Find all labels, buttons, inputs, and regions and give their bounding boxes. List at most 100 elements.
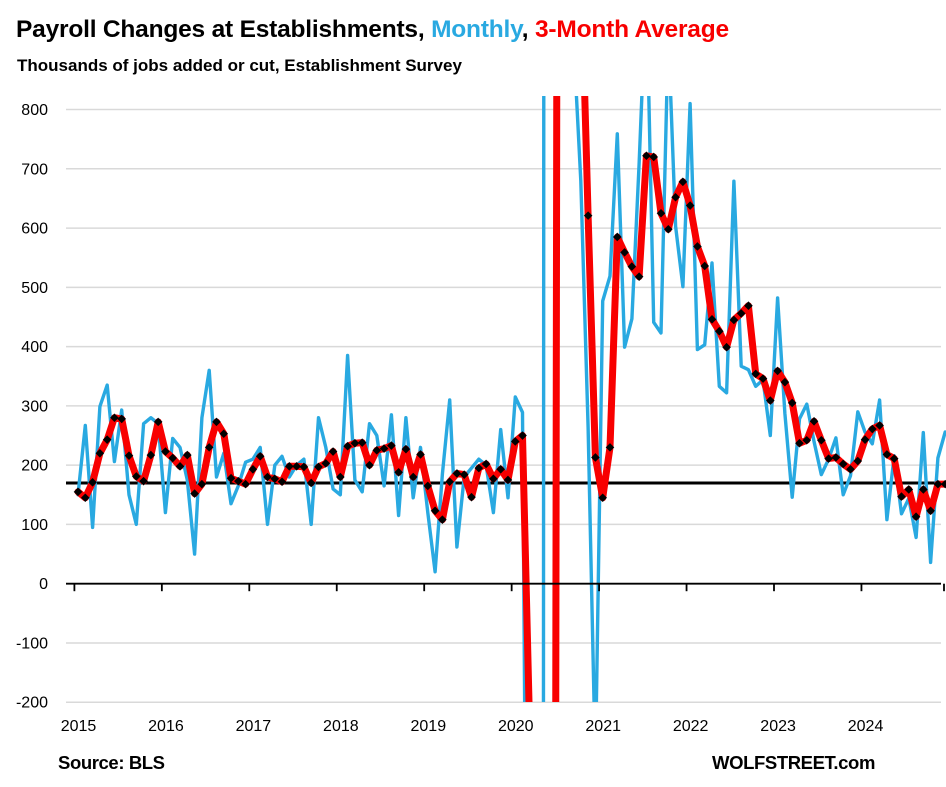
avg-marker <box>336 472 345 482</box>
avg-marker <box>809 416 819 426</box>
y-tick-label-600: 600 <box>21 221 48 238</box>
avg-marker <box>729 315 739 325</box>
avg-marker <box>292 462 301 471</box>
avg-marker <box>583 211 593 220</box>
avg-marker <box>605 443 615 452</box>
avg-marker <box>408 472 418 482</box>
avg-marker <box>824 454 833 463</box>
avg-marker <box>255 451 265 461</box>
avg-marker <box>153 417 163 427</box>
avg-marker <box>372 446 382 455</box>
avg-marker <box>736 309 746 318</box>
avg-marker <box>634 272 644 281</box>
avg-marker <box>510 437 520 446</box>
x-axis <box>66 582 945 592</box>
avg-marker <box>328 447 338 456</box>
three-month-average-line <box>74 96 946 702</box>
avg-marker <box>671 192 680 202</box>
title-main: Payroll Changes at Establishments, <box>16 16 432 43</box>
avg-marker <box>270 474 280 484</box>
avg-marker <box>518 431 527 440</box>
avg-marker <box>219 429 229 439</box>
avg-marker <box>919 485 928 494</box>
gridlines <box>66 108 941 703</box>
avg-marker <box>95 449 105 458</box>
title-monthly-series-label: Monthly <box>431 16 522 43</box>
avg-marker <box>933 479 943 489</box>
avg-marker <box>212 417 221 427</box>
avg-marker <box>889 454 899 463</box>
avg-marker <box>598 493 607 503</box>
avg-marker <box>139 476 148 486</box>
y-tick-label-300: 300 <box>21 398 48 415</box>
avg-marker <box>365 460 374 470</box>
x-tick-label-2015: 2015 <box>61 718 97 735</box>
avg-marker <box>430 506 440 516</box>
avg-marker <box>306 478 316 488</box>
avg-marker <box>860 435 870 444</box>
y-axis-labels: 800 700 600 500 400 300 200 100 0 -100 -200 <box>16 102 48 712</box>
x-tick-label-2018: 2018 <box>323 718 359 735</box>
avg-marker <box>882 450 892 459</box>
monthly-series-line <box>76 96 946 702</box>
y-tick-label-400: 400 <box>21 339 48 356</box>
avg-marker <box>831 453 841 462</box>
avg-marker <box>496 465 505 474</box>
avg-marker <box>124 451 134 460</box>
avg-marker <box>241 479 250 489</box>
avg-marker <box>868 424 877 434</box>
avg-marker <box>663 224 673 234</box>
page-title: Payroll Changes at Establishments, Month… <box>16 16 729 44</box>
avg-marker <box>612 232 622 242</box>
avg-marker <box>773 366 782 376</box>
avg-marker <box>88 478 97 487</box>
avg-marker <box>853 456 863 466</box>
avg-marker <box>146 450 156 460</box>
y-tick-label-500: 500 <box>21 280 48 297</box>
site-branding: WOLFSTREET.com <box>712 752 875 773</box>
avg-marker <box>481 459 491 469</box>
avg-marker <box>875 421 884 430</box>
avg-marker <box>715 326 724 336</box>
chart-subtitle: Thousands of jobs added or cut, Establis… <box>17 56 462 75</box>
avg-marker <box>102 435 112 444</box>
x-tick-label-2017: 2017 <box>236 718 272 735</box>
avg-marker <box>787 398 797 408</box>
avg-marker <box>722 342 731 352</box>
avg-marker <box>168 453 178 463</box>
avg-marker <box>132 472 141 481</box>
y-tick-label-800: 800 <box>21 102 48 119</box>
y-tick-label-200: 200 <box>21 458 48 475</box>
avg-marker <box>751 369 761 379</box>
avg-marker <box>321 459 331 468</box>
avg-marker <box>161 447 170 456</box>
x-tick-label-2016: 2016 <box>148 718 184 735</box>
avg-marker <box>678 177 688 187</box>
avg-marker <box>693 242 702 251</box>
avg-marker <box>904 485 914 494</box>
y-tick-label-700: 700 <box>21 161 48 178</box>
avg-marker <box>642 151 651 161</box>
avg-marker <box>226 473 236 483</box>
avg-marker <box>766 396 775 405</box>
avg-marker <box>459 470 469 479</box>
avg-marker <box>175 462 185 471</box>
avg-marker <box>700 261 710 271</box>
avg-marker <box>926 506 935 516</box>
avg-marker <box>299 462 309 472</box>
avg-marker <box>314 462 323 472</box>
x-axis-labels: 2015 2016 2017 2018 2019 2020 2021 2022 2023 2024 <box>61 718 884 735</box>
title-separator: , <box>521 16 535 43</box>
avg-marker <box>394 467 403 477</box>
y-tick-label--200: -200 <box>16 695 48 712</box>
avg-marker <box>204 443 214 452</box>
avg-marker <box>350 438 360 448</box>
avg-marker <box>627 262 637 271</box>
avg-marker <box>445 477 454 487</box>
plot-area <box>66 96 946 702</box>
avg-marker <box>940 479 946 489</box>
avg-marker <box>416 450 425 459</box>
avg-marker <box>452 469 462 478</box>
avg-marker <box>656 208 666 218</box>
